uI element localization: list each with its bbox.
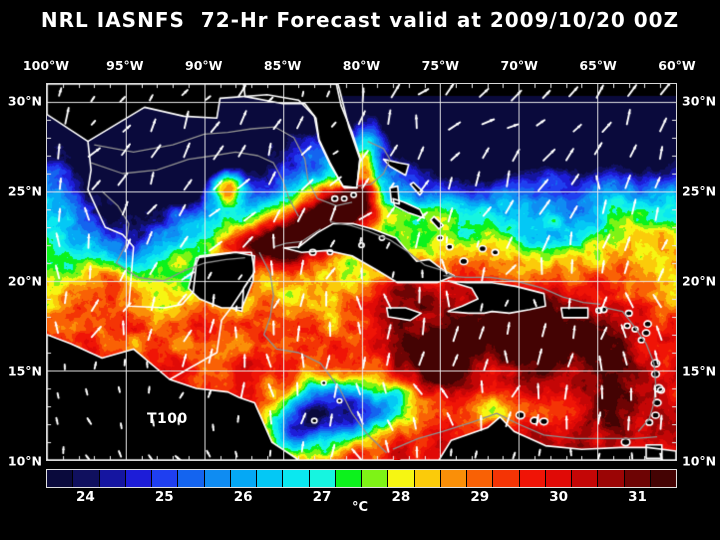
colorbar-segment-18 [519,470,546,487]
colorbar-tick-25: 25 [154,489,174,505]
colorbar-segment-14 [414,470,441,487]
colorbar-tick-30: 30 [549,489,569,505]
sst-map-frame[interactable] [46,83,677,461]
colorbar-segment-23 [650,470,676,487]
colorbar-segment-4 [152,470,179,487]
colorbar-segment-15 [440,470,467,487]
lon-tick-label-6: 70°W [500,58,538,73]
page-title: NRL IASNFS 72-Hr Forecast valid at 2009/… [40,8,680,32]
colorbar-segment-0 [47,470,74,487]
colorbar-segment-16 [467,470,494,487]
lon-tick-label-5: 75°W [421,58,460,73]
lon-tick-label-3: 85°W [263,58,302,73]
colorbar-tick-26: 26 [233,489,253,505]
colorbar[interactable] [46,469,677,488]
lon-tick-label-2: 90°W [185,58,223,73]
colorbar-segment-11 [335,470,362,487]
colorbar-segment-3 [125,470,152,487]
colorbar-segment-19 [545,470,572,487]
lon-tick-label-4: 80°W [342,58,381,73]
lat-tick-label-left-4: 10°N [7,453,42,469]
lat-tick-label-left-0: 30°N [7,93,42,109]
lat-tick-label-right-1: 25°N [682,183,717,199]
colorbar-segment-17 [493,470,520,487]
colorbar-segment-22 [624,470,651,487]
colorbar-unit-label: °C [351,500,369,515]
colorbar-segment-13 [388,470,415,487]
colorbar-tick-28: 28 [391,489,411,505]
sst-heatmap-canvas[interactable] [47,84,676,460]
colorbar-segment-2 [99,470,126,487]
colorbar-segment-7 [230,470,257,487]
colorbar-segment-20 [572,470,599,487]
lat-tick-label-right-2: 20°N [682,273,717,289]
colorbar-segment-9 [283,470,310,487]
lon-tick-label-7: 65°W [579,58,617,73]
lat-tick-label-left-1: 25°N [7,183,42,199]
lat-tick-label-left-3: 15°N [7,363,42,379]
t100-annotation: T100 [146,410,188,427]
lon-tick-label-1: 95°W [106,58,144,73]
colorbar-tick-24: 24 [76,489,95,505]
colorbar-segment-10 [309,470,336,487]
colorbar-segment-21 [598,470,625,487]
colorbar-segment-12 [362,470,389,487]
colorbar-segment-1 [73,470,100,487]
colorbar-segment-6 [204,470,231,487]
lat-tick-label-right-3: 15°N [682,363,717,379]
colorbar-tick-27: 27 [312,489,332,505]
lon-tick-label-0: 100°W [22,58,70,73]
colorbar-tick-31: 31 [628,489,647,505]
colorbar-segment-5 [178,470,205,487]
lon-tick-label-8: 60°W [658,58,696,73]
lat-tick-label-left-2: 20°N [7,273,42,289]
colorbar-segment-8 [257,470,284,487]
colorbar-tick-29: 29 [470,489,490,505]
lat-tick-label-right-4: 10°N [682,453,717,469]
lat-tick-label-right-0: 30°N [682,93,717,109]
